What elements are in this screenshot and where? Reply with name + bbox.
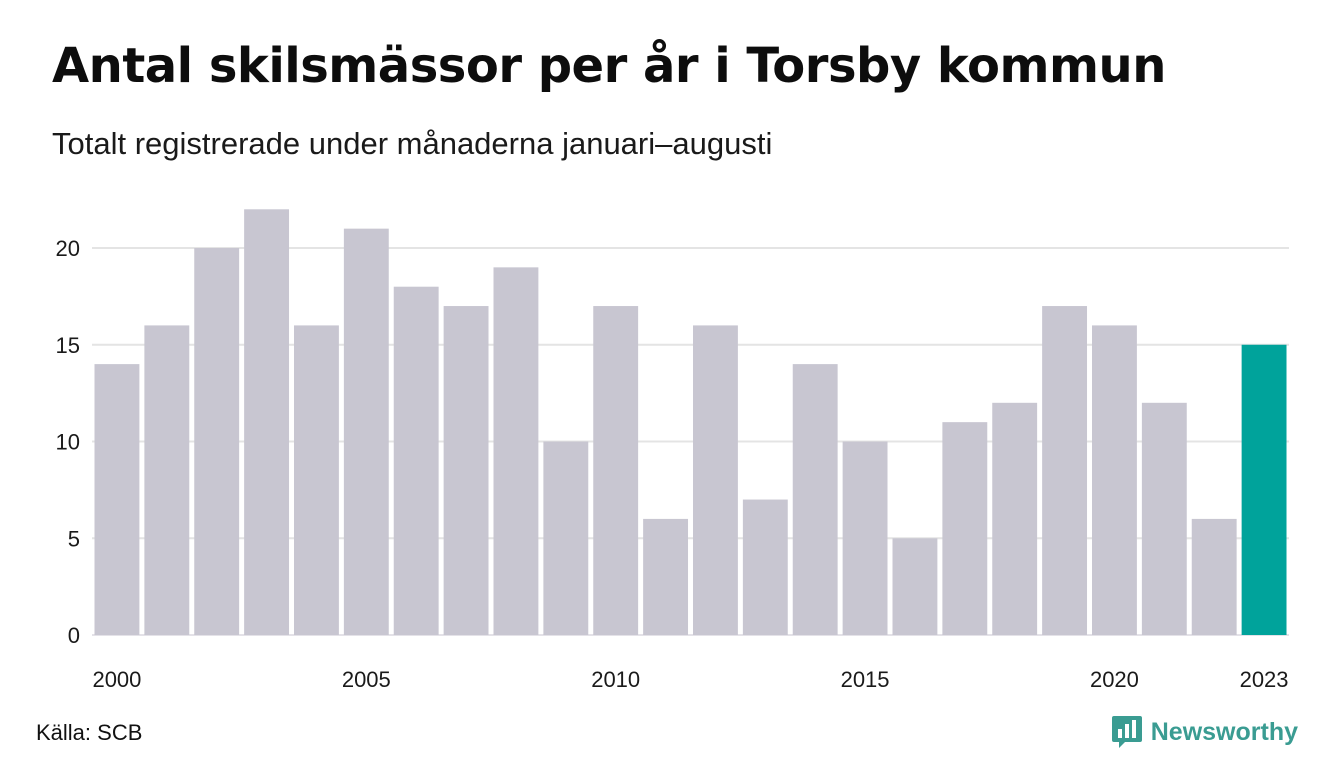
x-tick-label: 2010 [591, 667, 640, 692]
bar-2009 [543, 441, 589, 635]
bar-2011 [643, 518, 689, 635]
bar-2016 [892, 538, 938, 635]
bar-2014 [792, 364, 838, 635]
bar-2008 [493, 267, 539, 635]
bar-2000 [94, 364, 140, 635]
bar-2017 [942, 422, 988, 635]
bar-chart-speech-bubble-icon [1111, 716, 1142, 748]
bar-2012 [693, 325, 738, 635]
bar-2020 [1092, 325, 1137, 635]
bar-2001 [144, 325, 190, 635]
x-tick-label: 2005 [342, 667, 391, 692]
chart-title: Antal skilsmässor per år i Torsby kommun [52, 38, 1166, 94]
bar-2023 [1241, 344, 1287, 635]
y-tick-label: 0 [68, 623, 80, 648]
bar-2021 [1141, 402, 1187, 635]
bar-2003 [244, 209, 290, 636]
bar-2002 [194, 248, 240, 635]
chart-subtitle: Totalt registrerade under månaderna janu… [52, 126, 773, 161]
brand-name: Newsworthy [1150, 717, 1298, 746]
bar-chart: 0 5 10 15 20 2000 2005 2010 2015 2020 2023 [56, 209, 1289, 692]
x-axis-ticks: 2000 2005 2010 2015 2020 2023 [92, 667, 1288, 692]
bar-2005 [343, 228, 389, 635]
x-tick-label: 2015 [841, 667, 890, 692]
x-tick-label: 2023 [1240, 667, 1289, 692]
bar-2019 [1042, 306, 1088, 635]
bar-2015 [842, 441, 888, 635]
bar-2010 [593, 306, 639, 635]
bar-2022 [1191, 518, 1237, 635]
y-tick-label: 5 [68, 526, 80, 551]
bar-2013 [742, 499, 788, 635]
source-note: Källa: SCB [36, 720, 143, 745]
gridlines [92, 247, 1289, 636]
y-axis-ticks: 0 5 10 15 20 [56, 236, 80, 648]
bars [94, 209, 1287, 636]
bar-2006 [393, 286, 439, 635]
y-tick-label: 10 [56, 430, 80, 455]
bar-2004 [294, 325, 339, 635]
y-tick-label: 15 [56, 333, 80, 358]
bar-2018 [992, 402, 1038, 635]
bar-2007 [443, 306, 489, 635]
x-tick-label: 2000 [92, 667, 141, 692]
y-tick-label: 20 [56, 236, 80, 261]
x-tick-label: 2020 [1090, 667, 1139, 692]
brand-logo: Newsworthy [1111, 714, 1298, 750]
